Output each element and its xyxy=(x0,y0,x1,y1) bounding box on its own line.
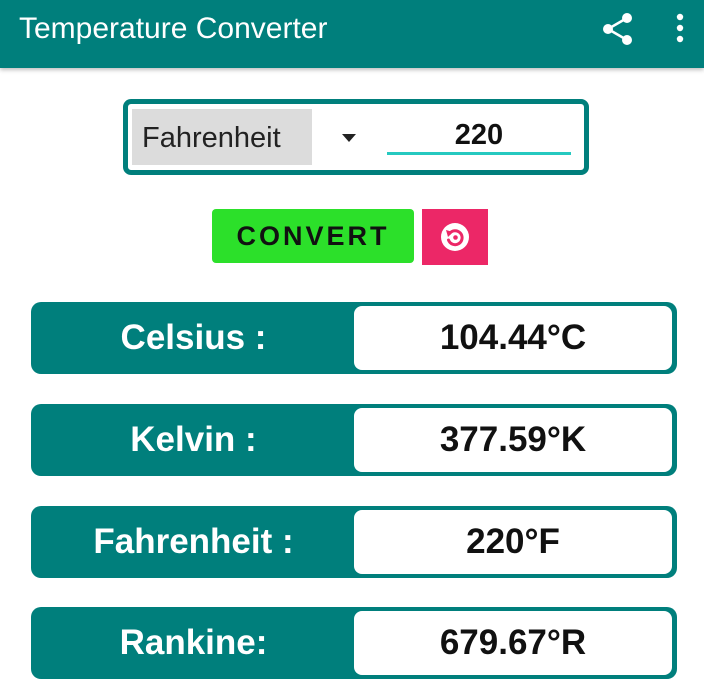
app-bar: Temperature Converter xyxy=(0,0,704,68)
result-row-fahrenheit: Fahrenheit : 220°F xyxy=(31,506,677,578)
result-value-fahrenheit: 220°F xyxy=(354,510,672,574)
convert-button[interactable]: CONVERT xyxy=(212,209,414,263)
result-label-kelvin: Kelvin : xyxy=(130,420,257,459)
result-row-celsius: Celsius : 104.44°C xyxy=(31,302,677,374)
result-value-celsius: 104.44°C xyxy=(354,306,672,370)
conversion-input-box: Fahrenheit xyxy=(123,99,589,175)
result-label-celsius: Celsius : xyxy=(120,318,267,357)
result-row-kelvin: Kelvin : 377.59°K xyxy=(31,404,677,476)
reset-icon xyxy=(441,223,469,251)
unit-dropdown-background xyxy=(132,109,312,165)
dropdown-arrow-icon xyxy=(342,134,356,142)
share-icon[interactable] xyxy=(598,10,638,50)
result-row-rankine: Rankine: 679.67°R xyxy=(31,607,677,679)
temperature-input[interactable] xyxy=(387,118,571,155)
result-label-fahrenheit: Fahrenheit : xyxy=(93,522,294,561)
unit-dropdown[interactable]: Fahrenheit xyxy=(132,109,437,165)
result-label-rankine: Rankine: xyxy=(119,623,268,662)
more-vert-icon[interactable] xyxy=(668,10,692,50)
reset-button[interactable] xyxy=(422,209,488,265)
result-value-rankine: 679.67°R xyxy=(354,611,672,675)
result-value-kelvin: 377.59°K xyxy=(354,408,672,472)
selected-unit-label: Fahrenheit xyxy=(142,122,281,154)
app-title: Temperature Converter xyxy=(19,12,328,45)
